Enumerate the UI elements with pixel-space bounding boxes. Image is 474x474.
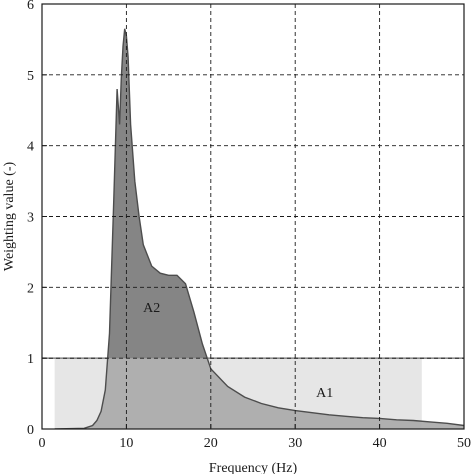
y-tick-label: 4 — [27, 140, 34, 155]
x-tick-label: 10 — [119, 436, 133, 451]
y-tick-label: 2 — [27, 281, 34, 296]
grid-layer — [42, 4, 464, 429]
y-axis-label: Weighting value (-) — [2, 162, 17, 272]
y-tick-label: 0 — [27, 423, 34, 438]
curve-line — [54, 28, 464, 429]
curve-area-above-band — [107, 28, 208, 359]
annotation-layer: A2 A1 — [143, 301, 333, 401]
annotation-a2: A2 — [143, 301, 160, 316]
x-axis-label: Frequency (Hz) — [209, 461, 298, 474]
y-tick-label: 6 — [27, 0, 34, 13]
tick-layer: 0 10 20 30 40 50 0 1 2 3 4 5 6 — [27, 0, 471, 451]
annotation-a1: A1 — [316, 386, 333, 401]
x-tick-label: 50 — [457, 436, 471, 451]
y-tick-label: 5 — [27, 69, 34, 84]
x-tick-label: 0 — [39, 436, 46, 451]
x-tick-label: 40 — [373, 436, 387, 451]
y-tick-label: 3 — [27, 211, 34, 226]
y-tick-label: 1 — [27, 352, 34, 367]
curve-layer — [54, 28, 464, 429]
x-tick-label: 20 — [204, 436, 218, 451]
x-tick-label: 30 — [288, 436, 302, 451]
